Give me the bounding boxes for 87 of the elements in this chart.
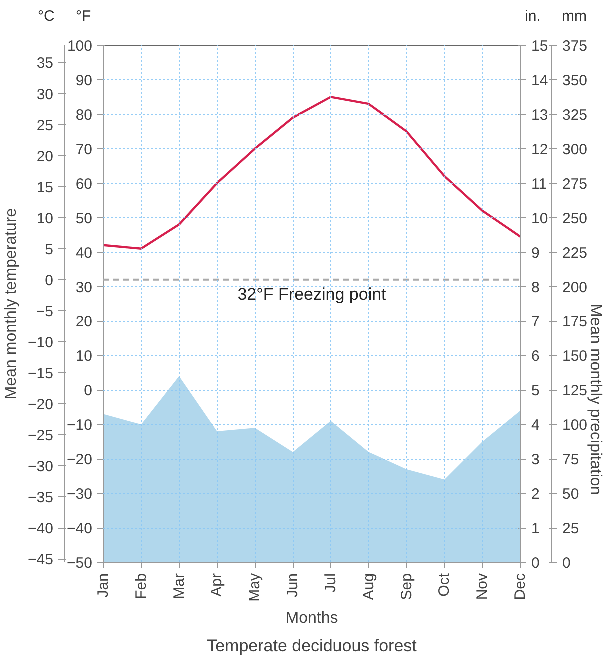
y2-tick-label: 9 xyxy=(532,244,540,262)
y3-tick-label: 0 xyxy=(45,272,54,290)
y2-tick-label: 10 xyxy=(532,210,548,228)
text: 200 xyxy=(562,279,588,296)
x-tick-label: Dec xyxy=(512,573,529,600)
y3-tick-label: 25 xyxy=(36,117,54,134)
y-tick-label: −50 xyxy=(67,555,93,572)
text: 275 xyxy=(562,176,588,193)
text: mm xyxy=(562,7,587,27)
y2-tick-label: 11 xyxy=(532,176,548,193)
text: 325 xyxy=(562,106,588,124)
y2-tick-label: 0 xyxy=(532,555,540,572)
text: 150 xyxy=(562,348,588,366)
x-tick-label: Aug xyxy=(360,573,378,600)
text: 350 xyxy=(562,72,588,90)
x-axis-title: Months xyxy=(286,610,338,627)
y3-tick-label: 15 xyxy=(36,179,54,196)
y3-tick-label: −15 xyxy=(28,365,54,382)
y3-tick-label: −45 xyxy=(28,552,54,569)
text: 25 xyxy=(562,520,580,538)
y-tick-label: 0 xyxy=(84,382,92,400)
y2-tick-label: 13 xyxy=(532,106,548,124)
y3-tick-label: −40 xyxy=(28,520,54,538)
text: °F xyxy=(76,7,92,27)
y-tick-label: 30 xyxy=(76,279,93,296)
y-tick-label: 90 xyxy=(76,72,93,90)
y2-axis-title: Mean monthly precipitation xyxy=(587,304,604,496)
y3-tick-label: 35 xyxy=(36,55,54,72)
y3-tick-label: 30 xyxy=(36,86,54,104)
y3-tick-label: 20 xyxy=(36,148,54,166)
y2-tick-label: 4 xyxy=(532,417,540,434)
y-tick-label: −10 xyxy=(67,417,93,434)
x-tick-label: Jul xyxy=(322,573,340,593)
y-axis-title: Mean monthly temperature xyxy=(3,208,20,400)
y-tick-label: 70 xyxy=(76,141,93,158)
text: 375 xyxy=(562,38,588,55)
y3-tick-label: −30 xyxy=(28,458,54,476)
y-tick-label: 50 xyxy=(76,210,93,228)
y2-tick-label: 5 xyxy=(532,382,540,400)
y3-tick-label: 10 xyxy=(36,210,54,228)
y2-tick-label: 8 xyxy=(532,279,540,296)
y3-tick-label: −5 xyxy=(36,303,54,320)
y2-tick-label: 14 xyxy=(532,72,548,90)
y2-tick-label: 3 xyxy=(532,452,540,469)
text: Temperate deciduous forest xyxy=(207,636,418,656)
x-tick-label: Feb xyxy=(132,573,150,600)
text: °C xyxy=(38,7,55,27)
text: 0 xyxy=(562,555,571,572)
text: 175 xyxy=(562,314,588,331)
y3-tick-label: 5 xyxy=(45,241,54,258)
y3-tick-label: −25 xyxy=(28,427,54,444)
y2-tick-label: 7 xyxy=(532,314,540,331)
y2-tick-label: 1 xyxy=(532,520,540,538)
y-tick-label: 40 xyxy=(76,244,93,262)
text: 225 xyxy=(562,244,588,262)
y2-tick-label: 12 xyxy=(532,141,548,158)
x-tick-label: Oct xyxy=(436,572,454,597)
y3-tick-label: −35 xyxy=(28,489,54,506)
y-tick-label: 60 xyxy=(76,176,93,193)
x-tick-label: Jan xyxy=(95,573,112,598)
ref-line-label: 32°F Freezing point xyxy=(238,284,387,304)
x-tick-label: May xyxy=(246,573,264,602)
text: 50 xyxy=(562,486,580,504)
text: 125 xyxy=(562,382,588,400)
text: 300 xyxy=(562,141,588,158)
y-tick-label: 10 xyxy=(76,348,93,366)
text: 75 xyxy=(562,452,580,469)
text: 250 xyxy=(562,210,588,228)
y3-tick-label: −10 xyxy=(28,334,54,352)
y2-tick-label: 6 xyxy=(532,348,540,366)
x-tick-label: Jun xyxy=(284,573,302,598)
y-tick-label: 20 xyxy=(76,314,93,331)
line-series xyxy=(104,96,520,250)
x-tick-label: Sep xyxy=(398,573,416,600)
text: in. xyxy=(525,7,541,27)
y2-tick-label: 15 xyxy=(532,38,548,55)
y2-tick-label: 2 xyxy=(532,486,540,504)
x-tick-label: Nov xyxy=(474,573,492,600)
y3-tick-label: −20 xyxy=(28,396,54,414)
y-tick-label: −40 xyxy=(67,520,93,538)
x-tick-label: Apr xyxy=(208,573,226,597)
y-tick-label: −30 xyxy=(67,486,93,504)
y-tick-label: −20 xyxy=(67,452,93,469)
text: 100 xyxy=(562,417,588,434)
y-tick-label: 80 xyxy=(76,106,93,124)
x-tick-label: Mar xyxy=(170,573,188,600)
y-tick-label: 100 xyxy=(67,38,93,55)
